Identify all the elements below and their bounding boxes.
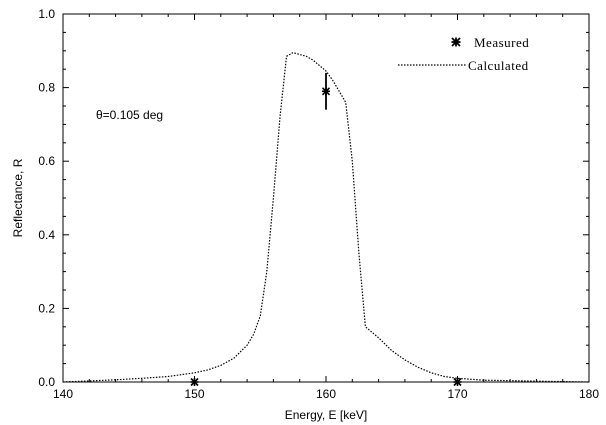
calculated-line xyxy=(62,51,590,383)
theta-annotation: θ=0.105 deg xyxy=(96,108,163,122)
measured-point xyxy=(321,87,331,96)
y-tick-label: 0.8 xyxy=(38,81,55,95)
x-axis-label: Energy, E [keV] xyxy=(285,408,367,422)
axis-ticks xyxy=(62,13,590,383)
y-tick-label: 0.6 xyxy=(38,154,55,168)
series-measured xyxy=(190,72,462,387)
x-tick-label: 180 xyxy=(579,387,599,401)
y-tick-label: 0.4 xyxy=(38,228,55,242)
y-tick-labels: 0.0 0.2 0.4 0.6 0.8 1.0 xyxy=(38,7,55,389)
measured-point xyxy=(453,377,462,387)
y-tick-label: 0.0 xyxy=(38,375,55,389)
legend: Measured Calculated xyxy=(398,35,529,73)
x-tick-label: 170 xyxy=(447,387,467,401)
x-tick-label: 150 xyxy=(184,387,204,401)
x-tick-label: 140 xyxy=(53,387,73,401)
measured-point xyxy=(190,377,199,387)
legend-label-measured: Measured xyxy=(474,35,529,50)
x-tick-label: 160 xyxy=(316,387,336,401)
legend-marker-measured xyxy=(451,37,461,47)
series-calculated xyxy=(62,51,590,383)
y-tick-label: 1.0 xyxy=(38,7,55,21)
y-axis-label: Reflectance, R xyxy=(11,158,25,237)
legend-label-calculated: Calculated xyxy=(468,58,529,73)
x-tick-labels: 140 150 160 170 180 xyxy=(53,387,599,401)
y-tick-label: 0.2 xyxy=(38,301,55,315)
